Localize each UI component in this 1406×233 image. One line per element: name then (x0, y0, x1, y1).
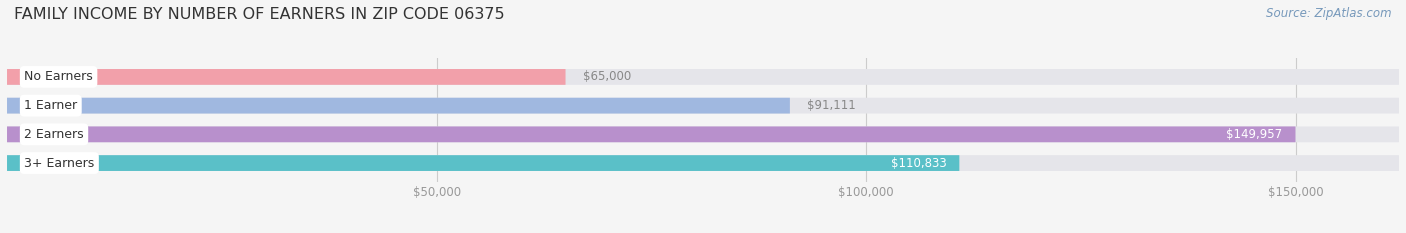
FancyBboxPatch shape (7, 69, 1399, 85)
FancyBboxPatch shape (7, 98, 1399, 113)
Text: 1 Earner: 1 Earner (24, 99, 77, 112)
Text: $110,833: $110,833 (890, 157, 946, 170)
FancyBboxPatch shape (7, 69, 565, 85)
FancyBboxPatch shape (7, 127, 1399, 142)
FancyBboxPatch shape (7, 98, 790, 113)
Text: 3+ Earners: 3+ Earners (24, 157, 94, 170)
Text: No Earners: No Earners (24, 70, 93, 83)
Text: $65,000: $65,000 (582, 70, 631, 83)
Text: $149,957: $149,957 (1226, 128, 1282, 141)
FancyBboxPatch shape (7, 155, 1399, 171)
Text: FAMILY INCOME BY NUMBER OF EARNERS IN ZIP CODE 06375: FAMILY INCOME BY NUMBER OF EARNERS IN ZI… (14, 7, 505, 22)
FancyBboxPatch shape (7, 127, 1295, 142)
Text: Source: ZipAtlas.com: Source: ZipAtlas.com (1267, 7, 1392, 20)
FancyBboxPatch shape (7, 155, 959, 171)
Text: $91,111: $91,111 (807, 99, 856, 112)
Text: 2 Earners: 2 Earners (24, 128, 84, 141)
